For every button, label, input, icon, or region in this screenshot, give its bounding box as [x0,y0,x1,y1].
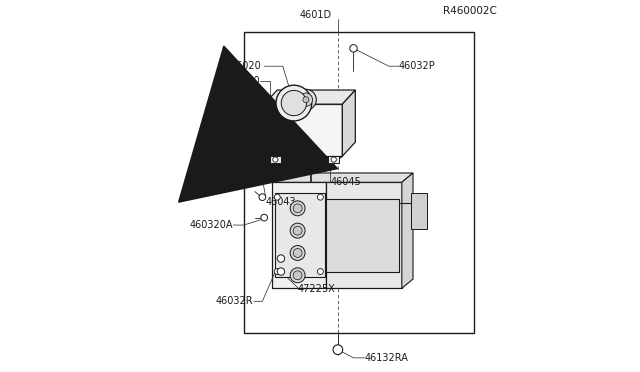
Polygon shape [271,173,413,182]
Circle shape [290,246,305,260]
Bar [264,104,342,156]
Text: 46045: 46045 [330,177,361,186]
Text: 46032Q: 46032Q [214,163,253,173]
Polygon shape [402,173,413,288]
Circle shape [331,157,337,162]
Text: 460320A: 460320A [189,220,232,230]
Text: 46032P: 46032P [398,61,435,71]
Text: 46090: 46090 [229,76,260,86]
Polygon shape [342,90,355,156]
Circle shape [349,45,357,52]
Bar [244,32,474,333]
Polygon shape [264,90,355,104]
Circle shape [317,269,323,275]
Bar [275,193,325,277]
Circle shape [333,345,342,355]
Text: 46032R: 46032R [216,296,253,306]
Circle shape [296,89,316,110]
Text: 46020: 46020 [231,61,262,71]
Bar [271,182,326,288]
Circle shape [293,204,302,213]
Text: FRONT: FRONT [209,161,239,187]
Text: 46132RA: 46132RA [365,353,408,363]
Circle shape [273,157,278,162]
Text: 47225X: 47225X [298,285,335,294]
Circle shape [261,214,268,221]
Circle shape [275,194,280,200]
Bar [328,156,339,163]
Circle shape [290,268,305,283]
Bar [411,193,427,229]
Circle shape [290,201,305,216]
Circle shape [275,269,280,275]
Circle shape [276,85,312,121]
Text: 4601D: 4601D [300,10,332,20]
Circle shape [303,97,309,103]
Circle shape [293,271,302,280]
Circle shape [317,194,323,200]
Bar [270,156,281,163]
Circle shape [277,268,285,275]
Circle shape [281,90,307,116]
Circle shape [277,255,285,262]
Circle shape [299,93,312,106]
Bar [326,199,399,272]
Bar [326,182,402,288]
Text: 46043: 46043 [265,197,296,207]
Circle shape [293,226,302,235]
Text: R460002C: R460002C [443,6,497,16]
Circle shape [259,194,266,201]
Circle shape [293,248,302,257]
Circle shape [290,223,305,238]
